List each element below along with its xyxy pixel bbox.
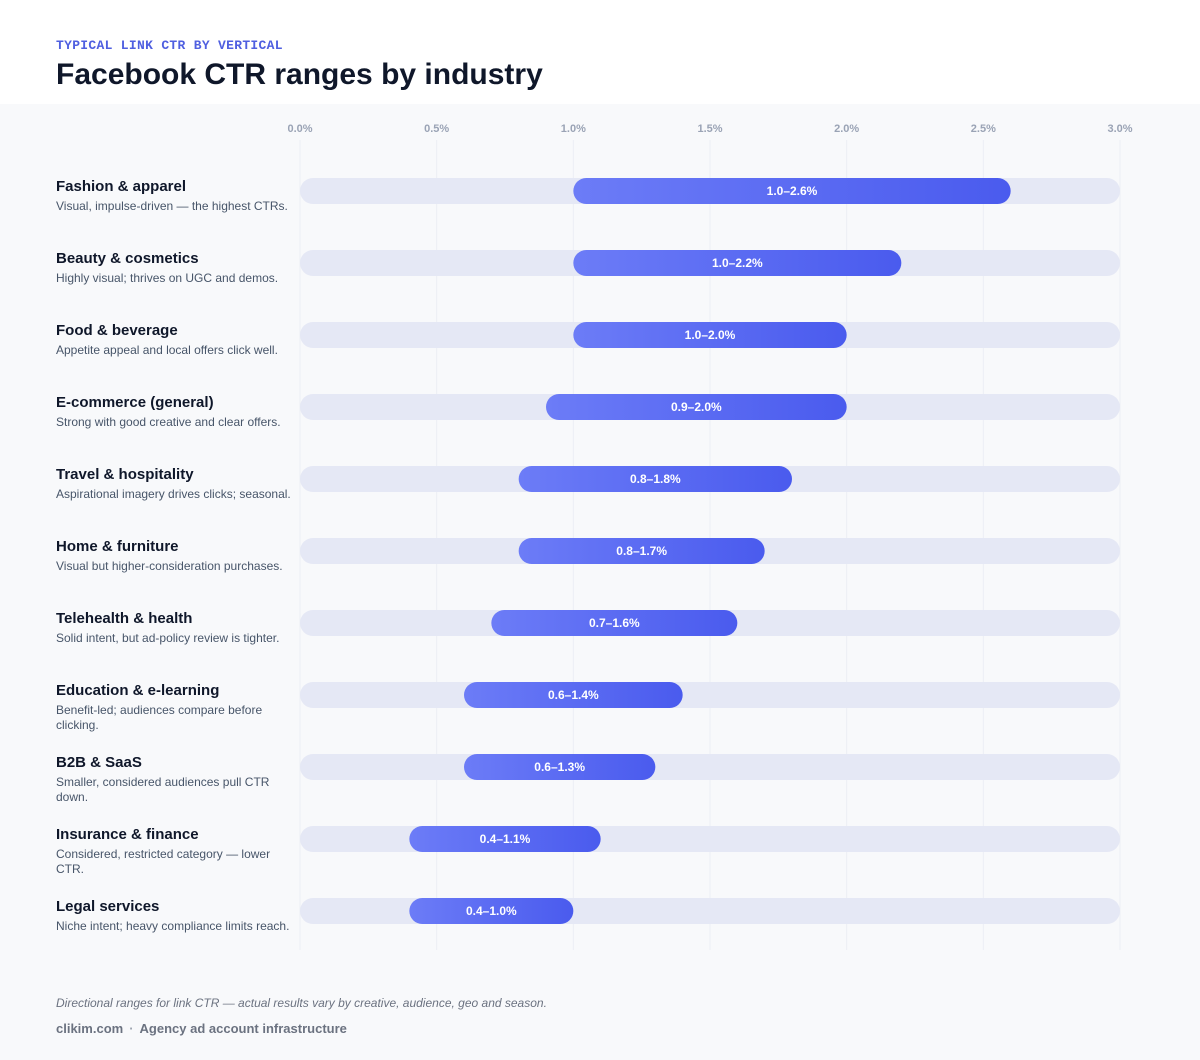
bar-data-label: 0.8–1.7%: [616, 544, 667, 558]
range-bar: [409, 898, 574, 924]
footnote: Directional ranges for link CTR — actual…: [56, 996, 547, 1010]
category-name: Fashion & apparel: [56, 178, 187, 195]
bar-data-label: 1.0–2.6%: [767, 184, 818, 198]
category-description: Niche intent; heavy compliance limits re…: [56, 919, 290, 933]
category-label: Insurance & finance Considered, restricte…: [56, 826, 292, 877]
range-bar: [491, 610, 738, 636]
x-tick-label: 2.0%: [834, 123, 859, 135]
eyebrow-label: TYPICAL LINK CTR BY VERTICAL: [56, 38, 283, 53]
category-description: Highly visual; thrives on UGC and demos.: [56, 271, 279, 285]
category-name: Education & e-learning: [56, 682, 220, 699]
range-bar: [573, 322, 847, 348]
category-label: B2B & SaaS Smaller, considered audiences …: [56, 754, 292, 805]
range-bar: [464, 754, 656, 780]
x-tick-label: 1.0%: [561, 123, 586, 135]
bar-data-label: 0.8–1.8%: [630, 472, 681, 486]
range-bar: [518, 538, 765, 564]
x-tick-label: 0.5%: [424, 123, 449, 135]
category-description: Considered, restricted category — lower …: [56, 847, 271, 876]
x-tick-label: 2.5%: [971, 123, 996, 135]
category-description: Aspirational imagery drives clicks; seas…: [56, 487, 291, 501]
range-bar: [464, 682, 683, 708]
category-description: Visual but higher-consideration purchase…: [56, 559, 283, 573]
category-name: Beauty & cosmetics: [56, 250, 199, 267]
footer-site: clikim.com: [56, 1021, 124, 1036]
footer: clikim.com · Agency ad account infrastruct…: [56, 1021, 347, 1036]
category-label: E-commerce (general) Strong with good cre…: [56, 394, 292, 430]
category-name: Telehealth & health: [56, 610, 193, 627]
bar-data-label: 1.0–2.2%: [712, 256, 763, 270]
category-name: Legal services: [56, 898, 160, 915]
category-name: Home & furniture: [56, 538, 179, 555]
category-label: Home & furniture Visual but higher-consid…: [56, 538, 292, 574]
bar-data-label: 0.6–1.3%: [534, 760, 585, 774]
category-label: Food & beverage Appetite appeal and local…: [56, 322, 292, 358]
range-bar: [409, 826, 601, 852]
category-label: Beauty & cosmetics Highly visual; thrives…: [56, 250, 292, 286]
footer-separator: ·: [129, 1021, 134, 1036]
footer-tagline: Agency ad account infrastructure: [139, 1021, 347, 1036]
bar-data-label: 0.9–2.0%: [671, 400, 722, 414]
category-description: Benefit-led; audiences compare before cl…: [56, 703, 263, 732]
category-description: Appetite appeal and local offers click w…: [56, 343, 278, 357]
x-tick-label: 3.0%: [1107, 123, 1132, 135]
chart-title: Facebook CTR ranges by industry: [56, 58, 543, 91]
category-name: Travel & hospitality: [56, 466, 194, 483]
bar-data-label: 0.6–1.4%: [548, 688, 599, 702]
category-description: Strong with good creative and clear offe…: [56, 415, 281, 429]
chart-header: TYPICAL LINK CTR BY VERTICAL Facebook CT…: [0, 0, 1200, 104]
category-label: Fashion & apparel Visual, impulse-driven …: [56, 178, 292, 214]
bar-data-label: 1.0–2.0%: [685, 328, 736, 342]
bar-data-label: 0.7–1.6%: [589, 616, 640, 630]
category-name: E-commerce (general): [56, 394, 214, 411]
bar-data-label: 0.4–1.0%: [466, 904, 517, 918]
category-description: Solid intent, but ad-policy review is ti…: [56, 631, 280, 645]
category-label: Travel & hospitality Aspirational imagery…: [56, 466, 292, 502]
range-bar: [573, 178, 1011, 204]
x-tick-label: 1.5%: [697, 123, 722, 135]
bar-track: [300, 682, 1120, 708]
range-bar: [573, 250, 902, 276]
category-name: B2B & SaaS: [56, 754, 142, 771]
x-tick-label: 0.0%: [287, 123, 312, 135]
category-label: Legal services Niche intent; heavy compli…: [56, 898, 292, 934]
category-name: Insurance & finance: [56, 826, 199, 843]
range-bar: [518, 466, 792, 492]
bar-data-label: 0.4–1.1%: [480, 832, 531, 846]
category-label: Telehealth & health Solid intent, but ad-…: [56, 610, 292, 646]
category-label: Education & e-learning Benefit-led; audie…: [56, 682, 292, 733]
category-description: Smaller, considered audiences pull CTR d…: [56, 775, 270, 804]
category-name: Food & beverage: [56, 322, 178, 339]
bar-track: [300, 754, 1120, 780]
range-bar: [546, 394, 847, 420]
category-description: Visual, impulse-driven — the highest CTR…: [56, 199, 288, 213]
